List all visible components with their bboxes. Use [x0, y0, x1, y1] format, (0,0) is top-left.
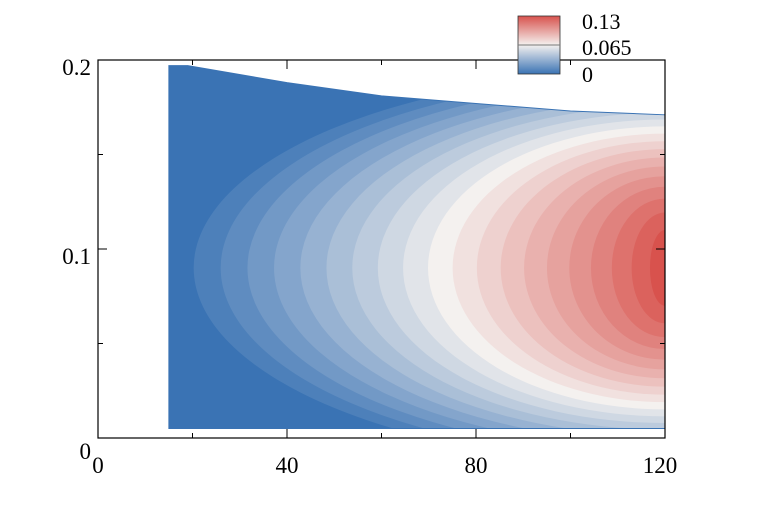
legend-label-max: 0.13: [582, 9, 621, 34]
y-axis-ticks: [98, 59, 665, 439]
x-axis-ticks: [97, 60, 666, 438]
legend-label-min: 0: [582, 62, 593, 87]
x-tick-label-80: 80: [465, 453, 488, 478]
y-tick-label-0.2: 0.2: [62, 55, 91, 80]
x-tick-label-40: 40: [276, 453, 299, 478]
legend-label-mid: 0.065: [582, 35, 632, 60]
contour-field: [168, 65, 665, 429]
x-tick-label-120: 120: [643, 453, 678, 478]
contour-band-18: [611, 198, 665, 338]
legend: 0.13 0.065 0: [517, 9, 632, 87]
y-tick-label-0.1: 0.1: [62, 244, 91, 269]
y-tick-label-0: 0: [80, 439, 92, 464]
x-tick-label-0: 0: [92, 453, 104, 478]
